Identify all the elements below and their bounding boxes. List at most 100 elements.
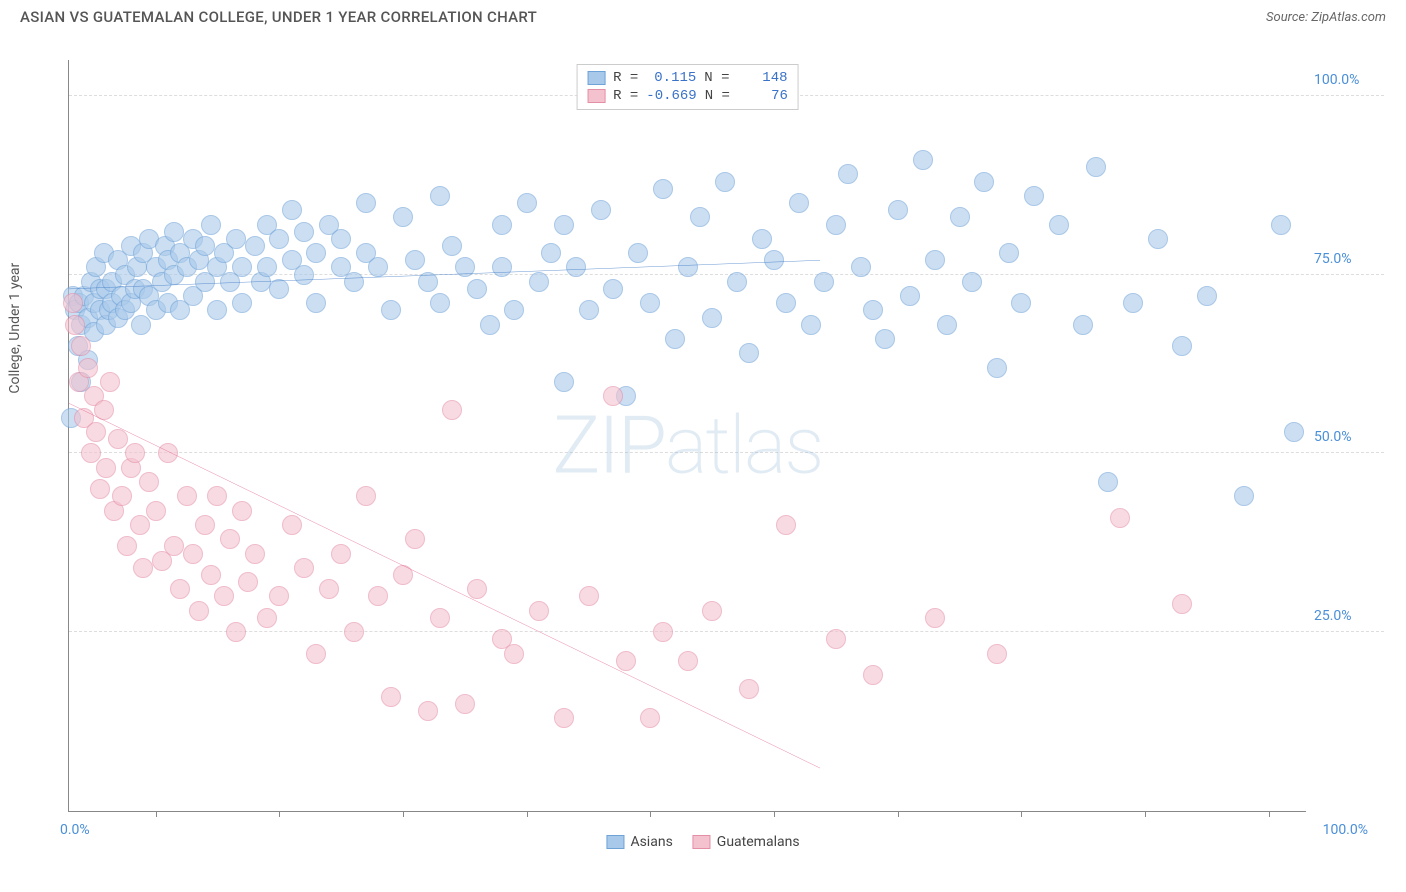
data-point [257,257,277,277]
data-point [226,229,246,249]
data-point [455,257,475,277]
data-point [319,579,339,599]
x-max-label: 100.0% [1323,822,1368,838]
legend-swatch-guatemalans [587,89,605,103]
data-point [925,608,945,628]
data-point [158,443,178,463]
data-point [888,200,908,220]
data-point [987,644,1007,664]
data-point [245,236,265,256]
data-point [133,558,153,578]
data-point [146,501,166,521]
data-point [71,336,91,356]
data-point [294,222,314,242]
x-tick-mark [1145,811,1146,817]
data-point [356,486,376,506]
r-label: R = [613,70,638,86]
n-label: N = [705,88,730,104]
y-axis-label: College, Under 1 year [7,263,23,394]
data-point [269,229,289,249]
data-point [112,486,132,506]
chart-title: ASIAN VS GUATEMALAN COLLEGE, UNDER 1 YEA… [20,8,537,26]
data-point [257,608,277,628]
data-point [232,501,252,521]
data-point [1123,293,1143,313]
data-point [195,515,215,535]
n-label: N = [704,70,729,86]
data-point [164,222,184,242]
data-point [1110,508,1130,528]
data-point [177,486,197,506]
data-point [1011,293,1031,313]
data-point [492,215,512,235]
data-point [63,293,83,313]
data-point [838,164,858,184]
data-point [90,479,110,499]
data-point [1284,422,1304,442]
data-point [579,300,599,320]
series-legend: Asians Guatemalans [606,834,799,850]
data-point [294,265,314,285]
legend-row-asians: R = 0.115 N = 148 [587,69,788,87]
data-point [306,243,326,263]
data-point [131,315,151,335]
data-point [1172,594,1192,614]
data-point [776,293,796,313]
data-point [393,565,413,585]
legend-swatch-asians [587,71,605,85]
data-point [1148,229,1168,249]
data-point [1098,472,1118,492]
data-point [702,308,722,328]
data-point [480,315,500,335]
x-tick-mark [774,811,775,817]
data-point [591,200,611,220]
data-point [492,257,512,277]
data-point [616,651,636,671]
watermark: ZIPatlas [552,398,822,492]
data-point [554,372,574,392]
data-point [863,300,883,320]
data-point [381,300,401,320]
data-point [690,207,710,227]
data-point [331,544,351,564]
data-point [94,400,114,420]
data-point [356,193,376,213]
data-point [282,200,302,220]
data-point [653,622,673,642]
x-tick-mark [1269,811,1270,817]
data-point [78,358,98,378]
x-tick-mark [650,811,651,817]
data-point [875,329,895,349]
data-point [863,665,883,685]
data-point [139,472,159,492]
r-value-guatemalans: -0.669 [646,88,696,104]
data-point [220,529,240,549]
data-point [987,358,1007,378]
gridline-h [69,631,1384,632]
legend-swatch-asians-bottom [606,835,624,849]
data-point [640,293,660,313]
n-value-asians: 148 [738,70,788,86]
data-point [117,536,137,556]
data-point [282,515,302,535]
legend-item-asians: Asians [606,834,672,850]
data-point [814,272,834,292]
data-point [245,544,265,564]
data-point [653,179,673,199]
x-tick-mark [898,811,899,817]
x-tick-mark [403,811,404,817]
data-point [405,529,425,549]
data-point [739,679,759,699]
correlation-legend: R = 0.115 N = 148 R = -0.669 N = 76 [576,64,799,110]
data-point [418,272,438,292]
data-point [108,429,128,449]
data-point [269,586,289,606]
data-point [962,272,982,292]
data-point [529,601,549,621]
data-point [974,172,994,192]
data-point [306,644,326,664]
data-point [579,586,599,606]
data-point [826,215,846,235]
data-point [368,257,388,277]
data-point [207,300,227,320]
